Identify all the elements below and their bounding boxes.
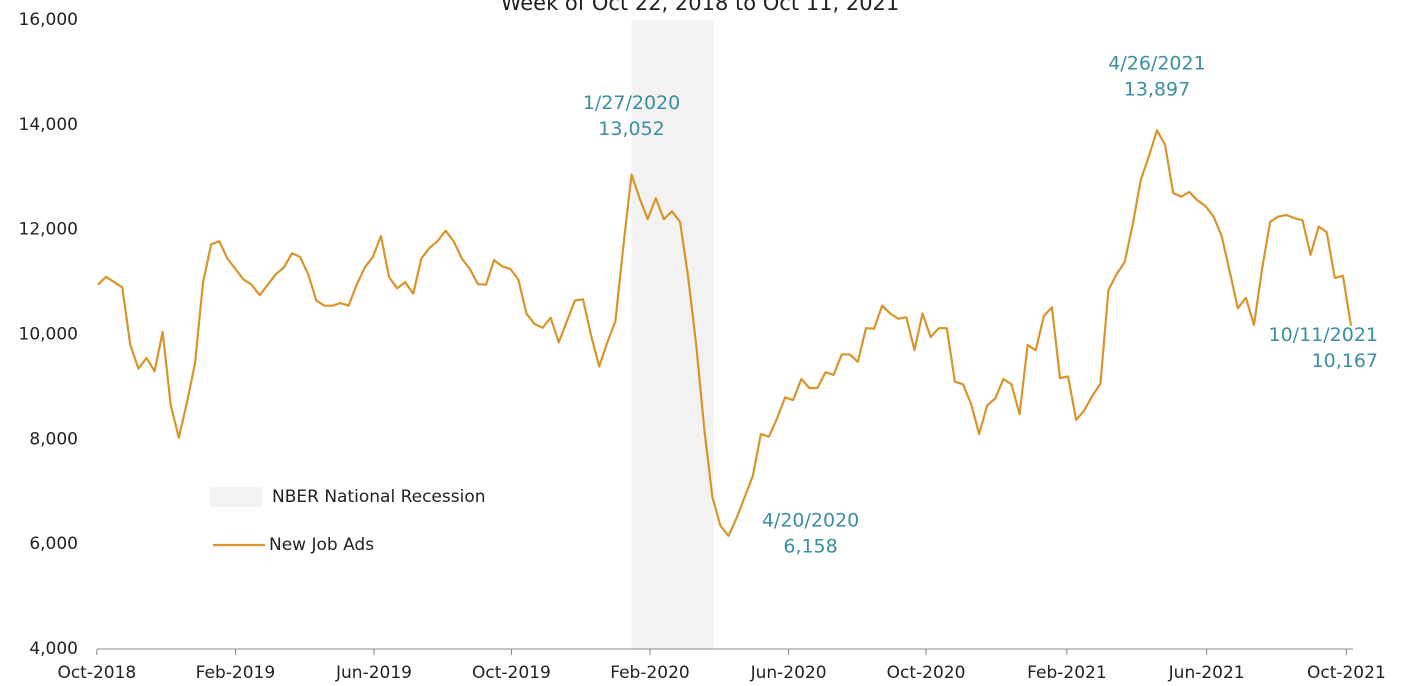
y-tick-label: 8,000 [29, 429, 78, 449]
y-tick-label: 4,000 [29, 639, 78, 659]
annotation-date: 10/11/2021 [1268, 324, 1378, 346]
legend-swatch [210, 487, 262, 507]
data-line [97, 129, 1353, 537]
y-tick-label: 14,000 [19, 115, 78, 135]
x-tick-label: Feb-2020 [610, 663, 690, 683]
chart-subtitle: Week of Oct 22, 2018 to Oct 11, 2021 [501, 0, 900, 15]
y-tick-label: 16,000 [19, 10, 78, 30]
y-tick-label: 12,000 [19, 220, 78, 240]
legend-label: NBER National Recession [272, 487, 486, 507]
x-tick-label: Jun-2020 [750, 663, 827, 683]
annotation-value: 13,897 [1124, 79, 1190, 101]
legend-label: New Job Ads [269, 535, 374, 555]
annotation-date: 1/27/2020 [583, 92, 680, 114]
y-tick-label: 6,000 [29, 534, 78, 554]
x-tick-label: Oct-2019 [472, 663, 551, 683]
x-tick-label: Jun-2019 [335, 663, 412, 683]
x-tick-label: Oct-2018 [57, 663, 136, 683]
annotation-date: 4/20/2020 [762, 509, 859, 531]
y-tick-label: 10,000 [19, 325, 78, 345]
annotation-value: 13,052 [598, 118, 664, 140]
annotation-value: 6,158 [783, 535, 837, 557]
annotation-date: 4/26/2021 [1108, 53, 1205, 75]
annotation-value: 10,167 [1312, 350, 1378, 372]
x-tick-label: Jun-2021 [1168, 663, 1245, 683]
x-tick-label: Feb-2021 [1027, 663, 1107, 683]
x-tick-label: Oct-2020 [887, 663, 966, 683]
x-tick-label: Oct-2021 [1307, 663, 1386, 683]
x-tick-label: Feb-2019 [196, 663, 276, 683]
recession-band [631, 20, 714, 649]
